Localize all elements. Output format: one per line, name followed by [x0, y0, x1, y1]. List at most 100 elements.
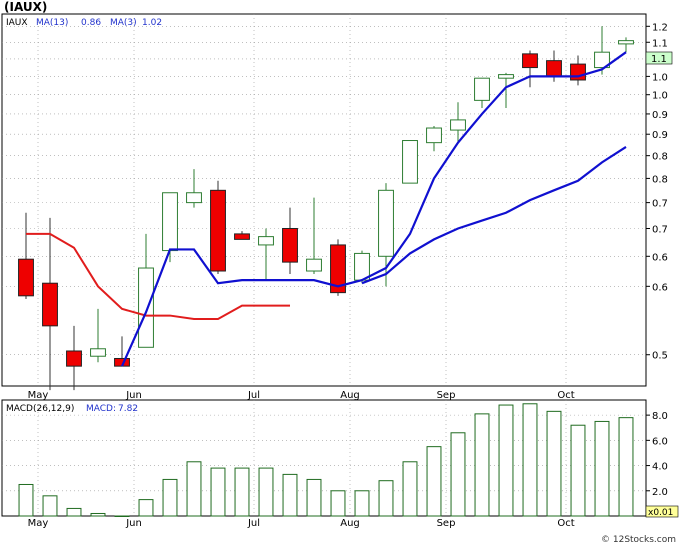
macd-bar [210, 467, 226, 517]
macd-legend-label: MACD(26,12,9) [6, 404, 74, 414]
page-title: (IAUX) [4, 0, 48, 14]
legend-ma3-value: 1.02 [142, 18, 162, 28]
macd-bar [18, 483, 34, 517]
price-tick-label: 0.8 [652, 152, 668, 163]
candle-down [66, 350, 82, 367]
price-x-axis: May Jun Jul Aug Sep Oct [28, 390, 575, 401]
price-tick-label: 0.5 [652, 351, 668, 362]
macd-scale-label: x0.01 [648, 508, 673, 518]
macd-bar [330, 490, 346, 517]
candlesticks [18, 26, 634, 391]
copyright-text: © 12Stocks.com [601, 535, 676, 545]
candle-up [474, 77, 490, 101]
x-tick-label: May [28, 390, 49, 401]
macd-bar [570, 424, 586, 517]
moving-average-lines [26, 51, 627, 367]
price-tick-label: 0.9 [652, 130, 668, 141]
macd-tick-label: 2.0 [652, 487, 668, 498]
macd-bar [258, 467, 274, 517]
legend-ma13-value: 0.86 [81, 18, 101, 28]
macd-bar [354, 490, 370, 517]
macd-x-tick-label: Oct [557, 518, 574, 529]
candle-down [522, 53, 538, 69]
macd-bar [498, 404, 514, 517]
last-price-box [645, 51, 673, 65]
macd-x-tick-label: Jun [125, 518, 142, 529]
x-tick-label: Jul [247, 390, 260, 401]
macd-bar [546, 410, 562, 517]
candle-up [498, 74, 514, 79]
macd-scale-box [645, 505, 679, 518]
price-y-axis: 1.2 1.1 1.1 1.0 1.0 0.9 0.9 0.8 0.8 0.7 0.7 0.6 0.6 0… [646, 22, 668, 362]
candle-down [282, 227, 298, 263]
macd-tick-label: 8.0 [652, 411, 668, 422]
macd-y-axis: 8.0 6.0 4.0 2.0 [646, 411, 668, 498]
candle-up [90, 348, 106, 357]
candle-up [138, 267, 154, 348]
ma3-line [120, 51, 627, 367]
macd-bar [186, 461, 202, 517]
macd-legend: MACD(26,12,9) MACD: 7.82 [6, 404, 138, 414]
candle-up [186, 192, 202, 204]
candle-up [354, 252, 370, 281]
macd-bar [378, 480, 394, 517]
macd-x-tick-label: Jul [247, 518, 260, 529]
macd-x-tick-label: May [28, 518, 49, 529]
macd-bar [42, 495, 58, 517]
macd-tick-label: 6.0 [652, 436, 668, 447]
price-tick-label: 1.0 [652, 91, 668, 102]
ma13-line [361, 146, 627, 285]
candle-up [306, 258, 322, 272]
legend-ticker: IAUX [6, 18, 28, 28]
candle-up [426, 127, 442, 144]
legend-ma13-label: MA(13) [36, 18, 68, 28]
x-tick-label: Jun [125, 390, 142, 401]
price-tick-label: 0.9 [652, 110, 668, 121]
macd-panel [1, 399, 647, 517]
macd-bar [522, 403, 538, 517]
macd-bar [594, 420, 610, 517]
price-tick-label: 1.2 [652, 22, 668, 33]
candle-up [618, 40, 634, 45]
macd-bar [306, 478, 322, 517]
price-tick-label: 0.6 [652, 282, 668, 293]
candle-down [210, 189, 226, 272]
candle-down [546, 60, 562, 77]
candle-up [402, 140, 418, 184]
macd-x-tick-label: Aug [340, 518, 360, 529]
macd-bar [234, 467, 250, 517]
legend-ma3-label: MA(3) [110, 18, 137, 28]
macd-legend-value: 7.82 [118, 404, 138, 414]
candle-down [330, 244, 346, 294]
candle-up [258, 236, 274, 246]
macd-bar [66, 507, 82, 517]
macd-bar [402, 461, 418, 517]
macd-grid [2, 400, 646, 516]
candle-up [378, 189, 394, 257]
x-tick-label: Oct [557, 390, 574, 401]
candle-up [162, 192, 178, 252]
macd-legend-name: MACD: [86, 404, 116, 414]
macd-bar [138, 499, 154, 517]
price-legend: IAUX MA(13) 0.86 MA(3) 1.02 [6, 18, 162, 28]
price-tick-label: 0.7 [652, 199, 668, 210]
macd-bar [282, 473, 298, 517]
macd-bar [162, 478, 178, 517]
macd-bar [114, 515, 130, 517]
price-tick-label: 1.1 [652, 38, 668, 49]
macd-bar [450, 432, 466, 517]
candle-down [234, 233, 250, 240]
macd-bar [474, 413, 490, 517]
candle-up [594, 51, 610, 69]
macd-bar [426, 446, 442, 517]
candle-up [450, 119, 466, 131]
candle-down [18, 258, 34, 297]
x-tick-label: Sep [437, 390, 456, 401]
macd-x-axis: May Jun Jul Aug Sep Oct [28, 518, 575, 529]
ma-red-line [26, 232, 290, 320]
macd-tick-label: 4.0 [652, 462, 668, 473]
price-tick-label: 0.7 [652, 224, 668, 235]
price-tick-label: 0.6 [652, 252, 668, 263]
price-tick-label: 0.8 [652, 174, 668, 185]
